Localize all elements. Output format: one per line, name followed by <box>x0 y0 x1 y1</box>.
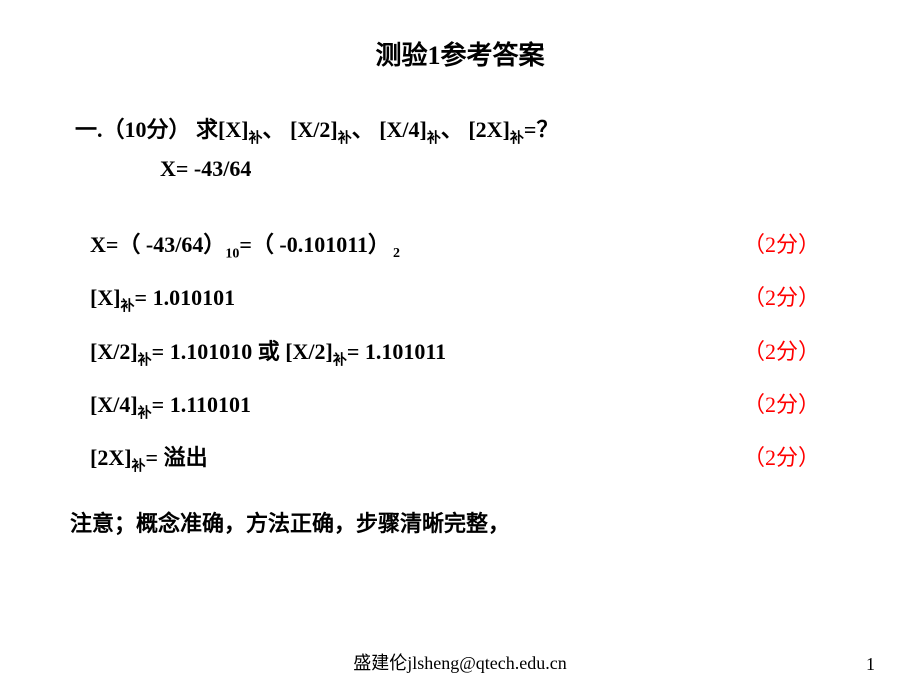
answer-1-part-2: = 1.010101 <box>135 285 236 310</box>
answer-text-0: X=（ -43/64）10=（ -0.101011）2 <box>90 227 743 262</box>
answer-2-part-2: = 1.101010 或 [X/2] <box>152 339 333 364</box>
answer-points-1: （2分） <box>743 280 820 312</box>
answer-0-part-0: X=（ -43/64） <box>90 232 225 257</box>
question-sub2: 补 <box>338 131 352 146</box>
answer-4-part-2: = 溢出 <box>146 445 208 470</box>
question-given: X= -43/64 <box>160 156 860 182</box>
question-mid3: 、 [2X] <box>441 117 510 142</box>
answer-text-1: [X]补= 1.010101 <box>90 285 743 315</box>
question-sub3: 补 <box>427 131 441 146</box>
question-line: 一.（10分） 求[X]补、 [X/2]补、 [X/4]补、 [2X]补=？ <box>75 112 860 151</box>
question-prefix: 一.（10分） 求[X] <box>75 117 249 142</box>
answer-line-0: X=（ -43/64）10=（ -0.101011）2 （2分） <box>90 227 860 262</box>
page-number: 1 <box>866 654 875 675</box>
question-mid2: 、 [X/4] <box>352 117 427 142</box>
answer-3-part-2: = 1.110101 <box>152 392 251 417</box>
answer-0-part-2: =（ -0.101011） <box>239 232 390 257</box>
slide-container: 测验1参考答案 一.（10分） 求[X]补、 [X/2]补、 [X/4]补、 [… <box>0 0 920 690</box>
answer-2-part-3: 补 <box>333 353 347 368</box>
question-mid1: 、 [X/2] <box>263 117 338 142</box>
answer-2-part-4: = 1.101011 <box>347 339 446 364</box>
answer-1-part-1: 补 <box>121 300 135 315</box>
answer-line-2: [X/2]补= 1.101010 或 [X/2]补= 1.101011 （2分） <box>90 334 860 369</box>
answer-text-3: [X/4]补= 1.110101 <box>90 392 743 422</box>
note-text: 注意；概念准确，方法正确，步骤清晰完整， <box>70 506 860 538</box>
answer-points-3: （2分） <box>743 387 820 419</box>
answer-3-part-1: 补 <box>138 406 152 421</box>
answer-line-4: [2X]补= 溢出 （2分） <box>90 440 860 475</box>
question-end: =？ <box>524 117 559 142</box>
answer-4-part-0: [2X] <box>90 445 132 470</box>
answer-points-2: （2分） <box>743 334 820 366</box>
answer-1-part-0: [X] <box>90 285 121 310</box>
answer-0-part-1: 10 <box>225 246 239 261</box>
answer-points-0: （2分） <box>743 227 820 259</box>
answer-points-4: （2分） <box>743 440 820 472</box>
answer-line-1: [X]补= 1.010101 （2分） <box>90 280 860 315</box>
answer-2-part-0: [X/2] <box>90 339 138 364</box>
question-sub4: 补 <box>510 131 524 146</box>
answer-4-part-1: 补 <box>132 460 146 475</box>
slide-title: 测验1参考答案 <box>60 35 860 72</box>
answer-2-part-1: 补 <box>138 353 152 368</box>
answer-3-part-0: [X/4] <box>90 392 138 417</box>
question-sub1: 补 <box>249 131 263 146</box>
answer-text-4: [2X]补= 溢出 <box>90 440 743 475</box>
answer-line-3: [X/4]补= 1.110101 （2分） <box>90 387 860 422</box>
answer-0-part-3: 2 <box>393 246 400 261</box>
footer-text: 盛建伦jlsheng@qtech.edu.cn <box>0 649 920 675</box>
answer-text-2: [X/2]补= 1.101010 或 [X/2]补= 1.101011 <box>90 334 743 369</box>
